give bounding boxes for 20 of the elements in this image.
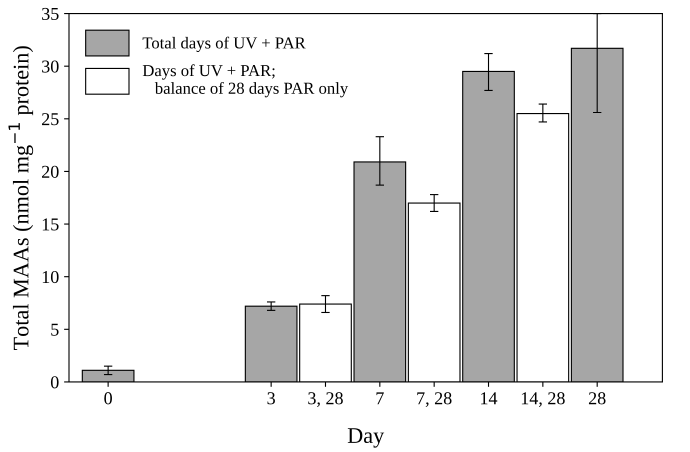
x-tick-label: 0: [104, 392, 112, 404]
y-tick-label: 15: [42, 218, 59, 231]
legend-label: Total days of UV + PAR: [142, 36, 306, 52]
y-tick-label: 25: [42, 113, 59, 126]
x-tick-label: 28: [588, 392, 606, 404]
y-tick-label: 20: [42, 166, 59, 178]
y-tick-label: 30: [42, 60, 59, 73]
x-tick-label: 7: [376, 392, 384, 404]
x-axis-title: Day: [348, 428, 384, 448]
x-tick-label: 14: [481, 392, 498, 404]
x-tick-label: 7, 28: [417, 392, 452, 407]
y-tick-label: 10: [42, 270, 59, 284]
y-tick-label: 35: [42, 8, 59, 20]
y-axis-title: Total MAAs (nmol mg$^{−1}$ protein): [8, 46, 34, 350]
x-tick-label: 3, 28: [308, 392, 343, 407]
x-tick-label: 3: [267, 392, 275, 404]
y-tick-label: 5: [51, 324, 59, 336]
y-tick-label: 0: [50, 376, 59, 388]
x-tick-label: 14, 28: [522, 392, 565, 407]
legend-label: Days of UV + PAR; balance of 28 days PAR only: [142, 64, 348, 98]
